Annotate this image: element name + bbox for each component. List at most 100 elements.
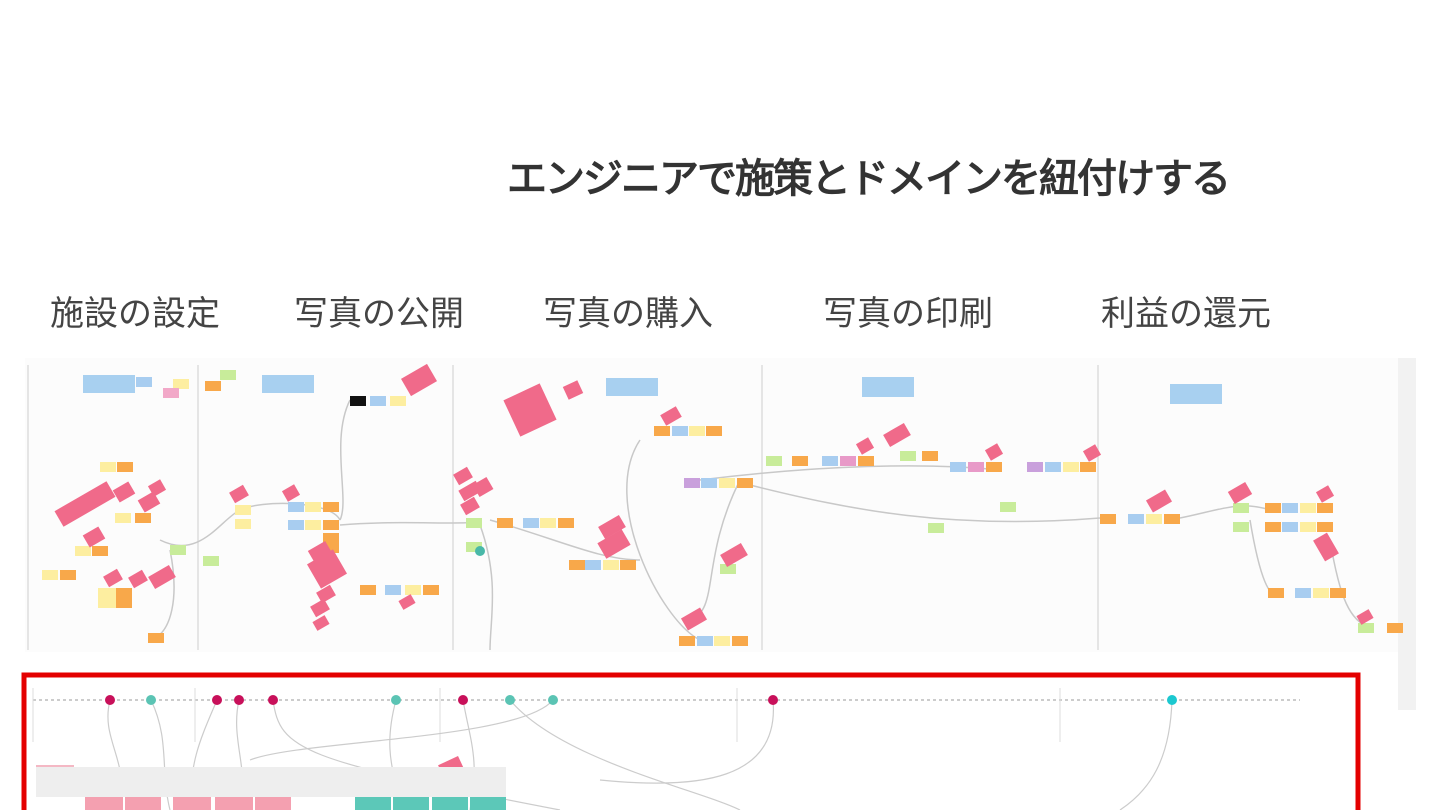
sticky-note (1233, 522, 1249, 532)
sticky-note (720, 564, 736, 574)
connector (1119, 699, 1173, 810)
connector (1179, 505, 1271, 519)
sticky-note (310, 598, 330, 618)
sticky-note (858, 456, 874, 466)
sticky-note (598, 514, 626, 540)
sticky-note (281, 484, 301, 502)
sticky-note (472, 476, 494, 498)
sticky-note (732, 636, 748, 646)
sticky-note (393, 795, 429, 810)
connector (150, 699, 171, 810)
slide-title: エンジニアで施策とドメインを紐付けする (507, 156, 1231, 202)
sticky-note (401, 363, 437, 397)
sticky-note (148, 633, 164, 643)
sticky-note (75, 546, 91, 556)
sticky-note (466, 542, 482, 552)
sticky-note (370, 396, 386, 406)
overlay-bar (36, 767, 506, 797)
sticky-note (323, 502, 339, 512)
timeline-dot (768, 695, 778, 705)
sticky-note (1300, 503, 1316, 513)
sticky-note (697, 636, 713, 646)
sticky-note (398, 594, 416, 610)
sticky-note (950, 462, 966, 472)
sticky-note (82, 526, 106, 548)
sticky-note (497, 518, 513, 528)
sticky-note (323, 520, 339, 530)
sticky-note (1000, 502, 1016, 512)
sticky-note (220, 370, 236, 380)
sticky-note (229, 484, 249, 504)
sticky-note (928, 523, 944, 533)
connector (509, 699, 741, 810)
sticky-note (1027, 462, 1043, 472)
sticky-note (350, 396, 366, 406)
sticky-note (307, 540, 333, 564)
sticky-note (569, 560, 585, 570)
sticky-note (205, 381, 221, 391)
sticky-note (900, 451, 916, 461)
section-label: 施設の設定 (50, 294, 220, 334)
sticky-note (173, 795, 211, 810)
sticky-note (432, 795, 468, 810)
sticky-note (603, 560, 619, 570)
connector (749, 484, 1101, 523)
sticky-note (984, 443, 1004, 461)
sticky-note (503, 383, 557, 437)
sticky-note (792, 456, 808, 466)
sticky-note (1295, 588, 1311, 598)
section-label: 写真の購入 (543, 294, 713, 334)
sticky-note (840, 456, 856, 466)
sticky-note (1282, 522, 1298, 532)
connector (249, 699, 554, 761)
sticky-note (1265, 503, 1281, 513)
sticky-note (680, 607, 708, 631)
sticky-note (737, 478, 753, 488)
sticky-note (112, 481, 136, 503)
sticky-note (235, 519, 251, 529)
sticky-note (1330, 588, 1346, 598)
sticky-note (1233, 503, 1249, 513)
sticky-note (203, 556, 219, 566)
sticky-note (460, 496, 480, 516)
sticky-note (1387, 623, 1403, 633)
sticky-note (701, 478, 717, 488)
sticky-note (85, 795, 123, 810)
sticky-note (83, 375, 135, 393)
timeline-dot (146, 695, 156, 705)
timeline-dot (268, 695, 278, 705)
sticky-note (706, 426, 722, 436)
section-label: 写真の印刷 (823, 294, 993, 334)
sticky-note (147, 479, 167, 497)
timeline-dot (391, 695, 401, 705)
sticky-note (862, 377, 914, 397)
sticky-note (288, 502, 304, 512)
sticky-note (60, 570, 76, 580)
sticky-note (307, 549, 347, 589)
sticky-note (1146, 514, 1162, 524)
sticky-note (288, 520, 304, 530)
sticky-note (620, 560, 636, 570)
sticky-note (405, 585, 421, 595)
sticky-note (1313, 532, 1339, 562)
timeline-dot (458, 695, 468, 705)
sticky-note (720, 542, 748, 568)
sticky-note (1128, 514, 1144, 524)
sticky-note (606, 378, 658, 396)
sticky-note (719, 478, 735, 488)
sticky-note (390, 396, 406, 406)
sticky-note (128, 569, 148, 589)
sticky-note (136, 377, 152, 387)
sticky-note (54, 481, 116, 527)
sticky-note (1268, 588, 1284, 598)
sticky-note (1315, 485, 1335, 503)
sticky-note (117, 462, 133, 472)
board-edge (1398, 358, 1416, 710)
sticky-note (42, 570, 58, 580)
sticky-note (1100, 514, 1116, 524)
sticky-note (1080, 462, 1096, 472)
sticky-note (355, 795, 391, 810)
section-label: 利益の還元 (1101, 294, 1271, 334)
sticky-note (684, 478, 700, 488)
sticky-note (585, 560, 601, 570)
